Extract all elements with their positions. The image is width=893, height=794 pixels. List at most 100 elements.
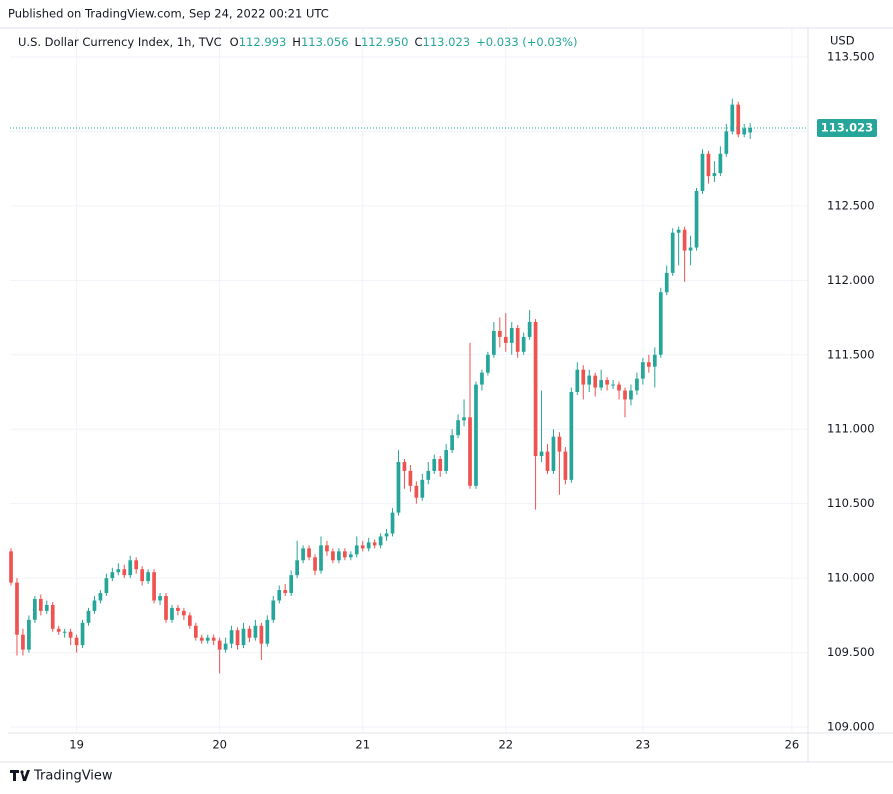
candle-body <box>360 545 365 549</box>
candle-body <box>259 625 264 644</box>
candle-body <box>396 461 401 513</box>
candle-body <box>509 327 514 343</box>
candle-body <box>497 330 502 337</box>
candle-body <box>587 375 592 385</box>
last-price-tag <box>817 119 877 138</box>
candle-body <box>229 630 234 644</box>
candle-body <box>551 436 556 471</box>
candle-body <box>402 461 407 471</box>
candle-body <box>712 173 717 177</box>
y-tick-label: 112.500 <box>827 198 875 212</box>
candle-body <box>128 560 133 576</box>
candle-body <box>21 634 25 650</box>
candle-body <box>623 390 627 400</box>
ohlc-key: C <box>415 35 423 49</box>
x-tick-label: 22 <box>498 738 513 752</box>
candle-body <box>313 557 317 571</box>
candle-body <box>486 354 490 373</box>
candle-body <box>521 336 526 352</box>
candle-body <box>104 578 109 594</box>
candle-body <box>408 470 413 486</box>
candle-body <box>646 362 651 367</box>
candle-body <box>122 569 127 576</box>
x-tick-label: 26 <box>785 738 800 752</box>
x-tick-label: 19 <box>69 738 84 752</box>
candle-body <box>295 560 299 576</box>
candle-body <box>217 640 222 650</box>
candle-body <box>718 153 723 174</box>
candle-body <box>134 560 139 570</box>
candle-body <box>182 610 186 616</box>
ohlc-key: H <box>292 35 301 49</box>
candle-body <box>187 615 192 626</box>
candle-body <box>74 637 79 646</box>
candle-body <box>617 384 621 391</box>
x-tick-label: 21 <box>355 738 370 752</box>
candle-body <box>253 625 258 638</box>
candle-body <box>354 545 359 555</box>
candle-body <box>605 380 609 385</box>
candle-body <box>223 643 228 650</box>
candle-body <box>193 625 198 638</box>
candle-body <box>563 451 568 480</box>
x-tick-label: 23 <box>636 738 651 752</box>
candle-body <box>492 330 496 355</box>
candle-body <box>289 575 294 594</box>
candle-body <box>533 322 538 457</box>
y-tick-label: 109.500 <box>827 645 875 659</box>
candle-body <box>307 548 311 558</box>
candle-body <box>706 153 711 177</box>
candle-body <box>271 600 276 620</box>
y-tick-label: 110.000 <box>827 571 875 585</box>
candle-body <box>688 247 693 251</box>
candle-body <box>378 536 383 546</box>
y-tick-label: 110.500 <box>827 496 875 510</box>
change-value: +0.033 (+0.03%) <box>476 35 577 49</box>
candle-body <box>27 619 31 650</box>
ohlc-value: 112.993 <box>239 35 287 49</box>
candle-body <box>110 572 115 579</box>
currency-label: USD <box>830 34 855 48</box>
candle-body <box>611 384 615 386</box>
candle-body <box>414 485 419 498</box>
candle-body <box>462 417 466 421</box>
candle-body <box>241 628 246 646</box>
y-tick-label: 111.500 <box>827 347 875 361</box>
candle-body <box>247 628 252 638</box>
ohlc-key: L <box>355 35 362 49</box>
candle-body <box>444 450 449 471</box>
candle-body <box>629 390 633 400</box>
candle-body <box>146 572 150 582</box>
candle-body <box>9 551 13 583</box>
candle-body <box>432 459 437 471</box>
candle-body <box>56 628 61 632</box>
brand-logo <box>10 770 30 781</box>
ohlc-value: 112.950 <box>361 35 409 49</box>
candle-body <box>68 631 73 638</box>
ohlc-key: O <box>230 35 239 49</box>
candle-body <box>283 590 288 594</box>
candle-body <box>569 392 574 480</box>
candle-body <box>480 372 484 385</box>
y-tick-label: 112.000 <box>827 273 875 287</box>
ohlc-value: 113.023 <box>423 35 471 49</box>
candle-body <box>44 604 49 611</box>
candle-body <box>635 378 639 391</box>
candle-body <box>641 362 645 379</box>
candle-body <box>527 322 532 337</box>
y-tick-label: 109.000 <box>827 720 875 734</box>
candle-body <box>748 128 753 133</box>
candle-body <box>474 384 478 486</box>
candle-body <box>50 604 55 629</box>
candle-body <box>664 272 669 293</box>
candle-body <box>694 190 699 248</box>
candle-body <box>420 479 425 498</box>
candle-body <box>736 104 741 135</box>
candle-body <box>152 572 156 601</box>
candle-body <box>33 598 37 620</box>
candle-body <box>426 470 431 480</box>
candle-body <box>301 548 305 561</box>
candle-body <box>205 637 210 641</box>
candle-body <box>211 637 216 641</box>
